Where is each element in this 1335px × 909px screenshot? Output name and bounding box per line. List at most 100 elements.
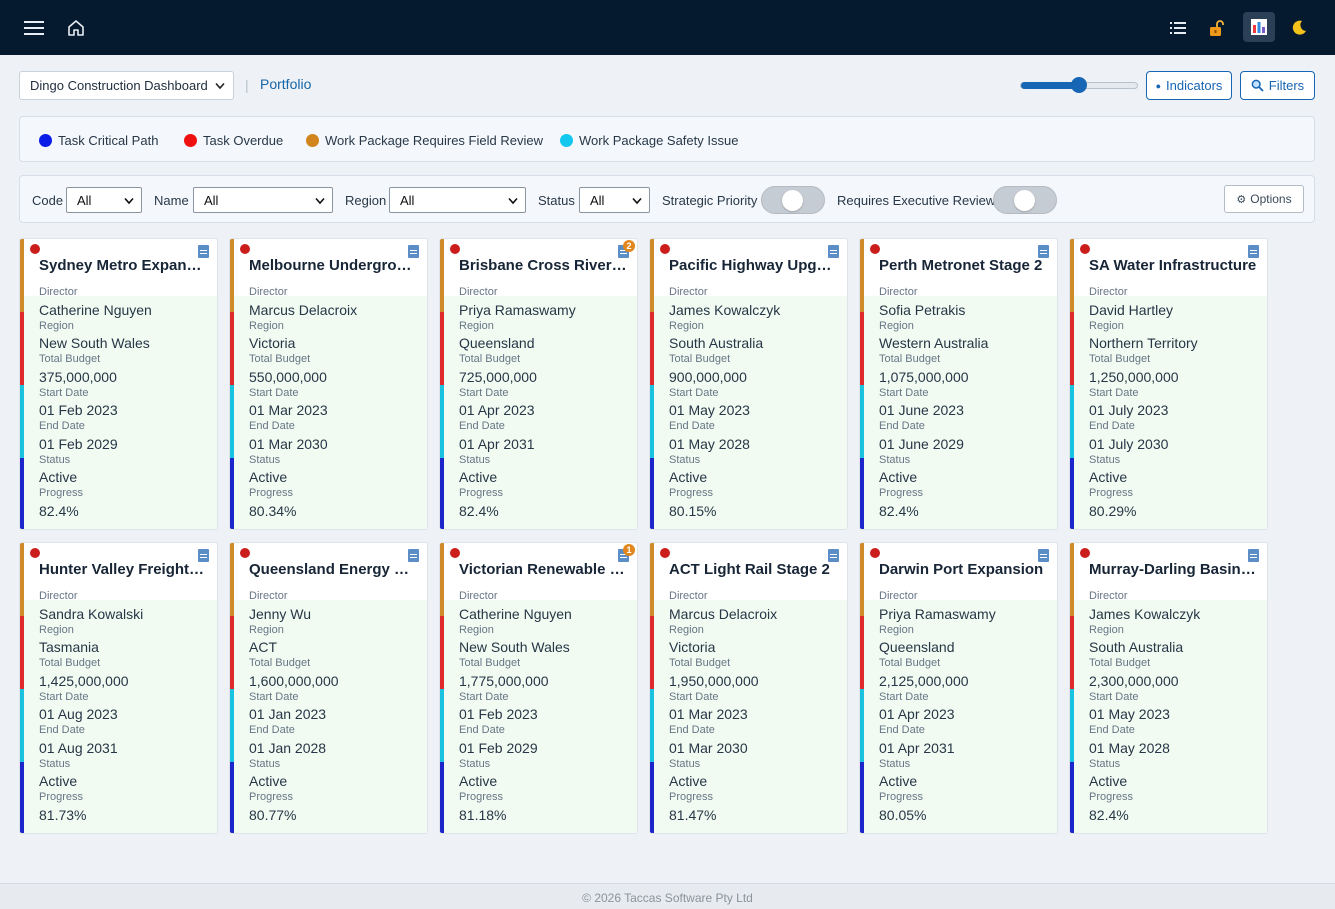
project-card[interactable]: Sydney Metro Expansion Director Catherine … bbox=[19, 238, 218, 530]
status-filter-select[interactable]: All bbox=[579, 187, 650, 213]
director-label: Director bbox=[1089, 286, 1128, 298]
strategic-priority-toggle[interactable] bbox=[761, 186, 825, 214]
start-date-label: Start Date bbox=[879, 691, 929, 703]
project-card[interactable]: ACT Light Rail Stage 2 Director Marcus Del… bbox=[649, 542, 848, 834]
region-label: Region bbox=[249, 320, 284, 332]
legend-dot bbox=[184, 134, 197, 147]
document-icon[interactable] bbox=[618, 245, 629, 258]
total-budget-value: 1,250,000,000 bbox=[1089, 369, 1179, 385]
document-icon[interactable] bbox=[198, 549, 209, 562]
total-budget-label: Total Budget bbox=[1089, 657, 1151, 669]
progress-value: 80.29% bbox=[1089, 503, 1137, 519]
start-date-value: 01 Feb 2023 bbox=[459, 706, 538, 722]
hamburger-menu-icon[interactable] bbox=[20, 14, 48, 42]
list-view-icon[interactable] bbox=[1164, 14, 1192, 42]
total-budget-value: 2,125,000,000 bbox=[879, 673, 969, 689]
options-button[interactable]: ⚙ Options bbox=[1224, 185, 1304, 213]
project-card[interactable]: Perth Metronet Stage 2 Director Sofia Petr… bbox=[859, 238, 1058, 530]
total-budget-value: 550,000,000 bbox=[249, 369, 327, 385]
project-card[interactable]: Melbourne Underground Rail Director Marcus… bbox=[229, 238, 428, 530]
card-view-icon[interactable] bbox=[1243, 12, 1275, 42]
project-card[interactable]: 1 Victorian Renewable Energy Zone Director… bbox=[439, 542, 638, 834]
critical-path-stripe bbox=[1070, 762, 1074, 833]
document-icon[interactable] bbox=[828, 549, 839, 562]
project-title[interactable]: Queensland Energy Transition bbox=[249, 561, 417, 578]
start-date-label: Start Date bbox=[459, 387, 509, 399]
director-label: Director bbox=[39, 286, 78, 298]
unlock-icon[interactable] bbox=[1203, 14, 1231, 42]
critical-path-stripe bbox=[230, 762, 234, 833]
overdue-stripe bbox=[230, 312, 234, 385]
project-title[interactable]: Sydney Metro Expansion bbox=[39, 257, 207, 274]
dashboard-select[interactable]: Dingo Construction Dashboard bbox=[19, 71, 234, 100]
project-title[interactable]: Pacific Highway Upgrade bbox=[669, 257, 837, 274]
overdue-indicator-dot bbox=[1080, 244, 1090, 254]
chevron-down-icon bbox=[508, 197, 518, 205]
card-body bbox=[860, 600, 1057, 833]
end-date-value: 01 June 2029 bbox=[879, 436, 964, 452]
director-value: Marcus Delacroix bbox=[669, 606, 778, 622]
dark-mode-moon-icon[interactable] bbox=[1285, 14, 1313, 42]
director-value: David Hartley bbox=[1089, 302, 1174, 318]
project-card[interactable]: Hunter Valley Freight Line Director Sandra… bbox=[19, 542, 218, 834]
project-card[interactable]: SA Water Infrastructure Director David Har… bbox=[1069, 238, 1268, 530]
project-title[interactable]: Melbourne Underground Rail bbox=[249, 257, 417, 274]
start-date-value: 01 Apr 2023 bbox=[879, 706, 955, 722]
safety-issue-stripe bbox=[440, 385, 444, 458]
status-value: Active bbox=[459, 469, 498, 485]
director-value: Priya Ramaswamy bbox=[459, 302, 576, 318]
project-title[interactable]: Darwin Port Expansion bbox=[879, 561, 1044, 578]
slider-thumb[interactable] bbox=[1071, 77, 1087, 93]
field-review-stripe bbox=[860, 239, 864, 312]
search-icon bbox=[1251, 79, 1264, 92]
total-budget-value: 1,425,000,000 bbox=[39, 673, 129, 689]
field-review-stripe bbox=[440, 543, 444, 616]
project-card[interactable]: Darwin Port Expansion Director Priya Ramas… bbox=[859, 542, 1058, 834]
exec-review-toggle[interactable] bbox=[993, 186, 1057, 214]
options-button-label: Options bbox=[1250, 192, 1292, 206]
project-card[interactable]: 2 Brisbane Cross River Rail Director Priya … bbox=[439, 238, 638, 530]
total-budget-label: Total Budget bbox=[459, 657, 521, 669]
region-filter-select[interactable]: All bbox=[389, 187, 526, 213]
home-icon[interactable] bbox=[62, 14, 90, 42]
document-icon[interactable] bbox=[408, 549, 419, 562]
safety-issue-stripe bbox=[230, 385, 234, 458]
status-value: Active bbox=[249, 469, 288, 485]
indicators-button-label: Indicators bbox=[1166, 78, 1223, 93]
portfolio-link[interactable]: Portfolio bbox=[260, 76, 312, 92]
critical-path-stripe bbox=[440, 458, 444, 529]
indicators-button[interactable]: ● Indicators bbox=[1146, 71, 1232, 100]
critical-path-stripe bbox=[440, 762, 444, 833]
project-title[interactable]: Hunter Valley Freight Line bbox=[39, 561, 207, 578]
project-title[interactable]: ACT Light Rail Stage 2 bbox=[669, 561, 830, 578]
notification-badge: 1 bbox=[623, 544, 635, 556]
project-title[interactable]: Brisbane Cross River Rail bbox=[459, 257, 627, 274]
code-filter-select[interactable]: All bbox=[66, 187, 142, 213]
document-icon[interactable] bbox=[618, 549, 629, 562]
end-date-value: 01 Jan 2028 bbox=[249, 740, 327, 756]
document-icon[interactable] bbox=[1038, 549, 1049, 562]
document-icon[interactable] bbox=[1038, 245, 1049, 258]
project-card[interactable]: Murray-Darling Basin Project Director Jame… bbox=[1069, 542, 1268, 834]
director-label: Director bbox=[249, 286, 288, 298]
card-body bbox=[650, 296, 847, 529]
name-filter-select[interactable]: All bbox=[193, 187, 333, 213]
project-title[interactable]: Murray-Darling Basin Project bbox=[1089, 561, 1257, 578]
document-icon[interactable] bbox=[828, 245, 839, 258]
project-card[interactable]: Pacific Highway Upgrade Director James Kow… bbox=[649, 238, 848, 530]
legend-dot bbox=[39, 134, 52, 147]
document-icon[interactable] bbox=[408, 245, 419, 258]
region-value: South Australia bbox=[669, 335, 764, 351]
document-icon[interactable] bbox=[198, 245, 209, 258]
document-icon[interactable] bbox=[1248, 549, 1259, 562]
legend-dot bbox=[560, 134, 573, 147]
document-icon[interactable] bbox=[1248, 245, 1259, 258]
region-value: New South Wales bbox=[459, 639, 570, 655]
filters-button[interactable]: Filters bbox=[1240, 71, 1315, 100]
project-title[interactable]: SA Water Infrastructure bbox=[1089, 257, 1257, 274]
overdue-indicator-dot bbox=[660, 548, 670, 558]
project-card[interactable]: Queensland Energy Transition Director Jenn… bbox=[229, 542, 428, 834]
project-title[interactable]: Perth Metronet Stage 2 bbox=[879, 257, 1043, 274]
project-title[interactable]: Victorian Renewable Energy Zone bbox=[459, 561, 627, 578]
progress-label: Progress bbox=[1089, 487, 1134, 499]
